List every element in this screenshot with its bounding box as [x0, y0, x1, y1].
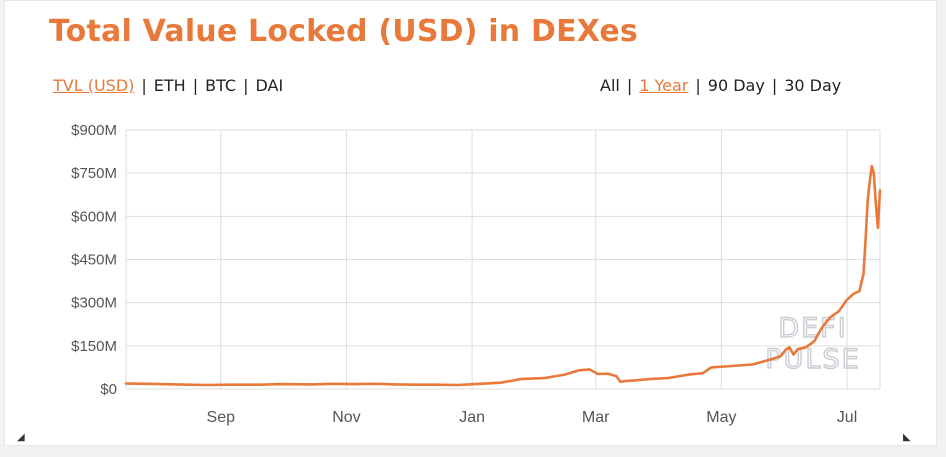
resize-corner-icon: ◣ — [903, 432, 911, 443]
y-axis: $0 $150M $300M $450M $600M $750M $900M — [71, 122, 117, 398]
chart-title: Total Value Locked (USD) in DEXes — [49, 14, 638, 49]
separator: | — [243, 76, 249, 95]
watermark-defi: DEFI — [778, 313, 847, 344]
x-tick-label: May — [706, 409, 736, 426]
x-tick-label: Sep — [207, 409, 236, 426]
range-all[interactable]: All — [600, 76, 620, 95]
y-tick-label: $600M — [71, 208, 117, 225]
toggle-btc[interactable]: BTC — [205, 76, 237, 95]
x-tick-label: Jan — [459, 409, 485, 426]
chart-grid — [125, 129, 881, 390]
y-tick-label: $0 — [100, 381, 117, 398]
range-90-day[interactable]: 90 Day — [707, 76, 765, 95]
range-1-year[interactable]: 1 Year — [639, 76, 689, 95]
watermark-pulse: PULSE — [765, 344, 860, 375]
chart-card — [4, 0, 937, 446]
series-layer — [124, 164, 882, 387]
watermark: DEFI PULSE — [765, 312, 860, 375]
resize-corner-icon: ◢ — [17, 432, 25, 443]
y-tick-label: $750M — [71, 165, 117, 182]
separator: | — [192, 76, 199, 95]
toggle-tvl-usd[interactable]: TVL (USD) — [53, 76, 135, 95]
separator: | — [141, 76, 147, 95]
separator: | — [771, 76, 778, 95]
y-tick-label: $300M — [71, 295, 117, 312]
x-tick-label: Jul — [837, 409, 857, 426]
x-tick-label: Mar — [582, 409, 610, 426]
y-tick-label: $150M — [71, 338, 117, 355]
range-30-day[interactable]: 30 Day — [784, 76, 842, 95]
y-tick-label: $900M — [71, 122, 117, 139]
x-tick-label: Nov — [332, 409, 360, 426]
separator: | — [626, 76, 633, 95]
toggle-dai[interactable]: DAI — [255, 76, 284, 95]
currency-toggle-group: TVL (USD) | ETH | BTC | DAI — [53, 76, 283, 95]
x-axis: Sep Nov Jan Mar May Jul — [207, 409, 858, 426]
range-toggle-group: All | 1 Year | 90 Day | 30 Day — [600, 76, 841, 95]
toggle-eth[interactable]: ETH — [153, 76, 186, 95]
separator: | — [695, 76, 701, 95]
y-tick-label: $450M — [71, 252, 117, 269]
tvl-series-line — [124, 164, 882, 387]
